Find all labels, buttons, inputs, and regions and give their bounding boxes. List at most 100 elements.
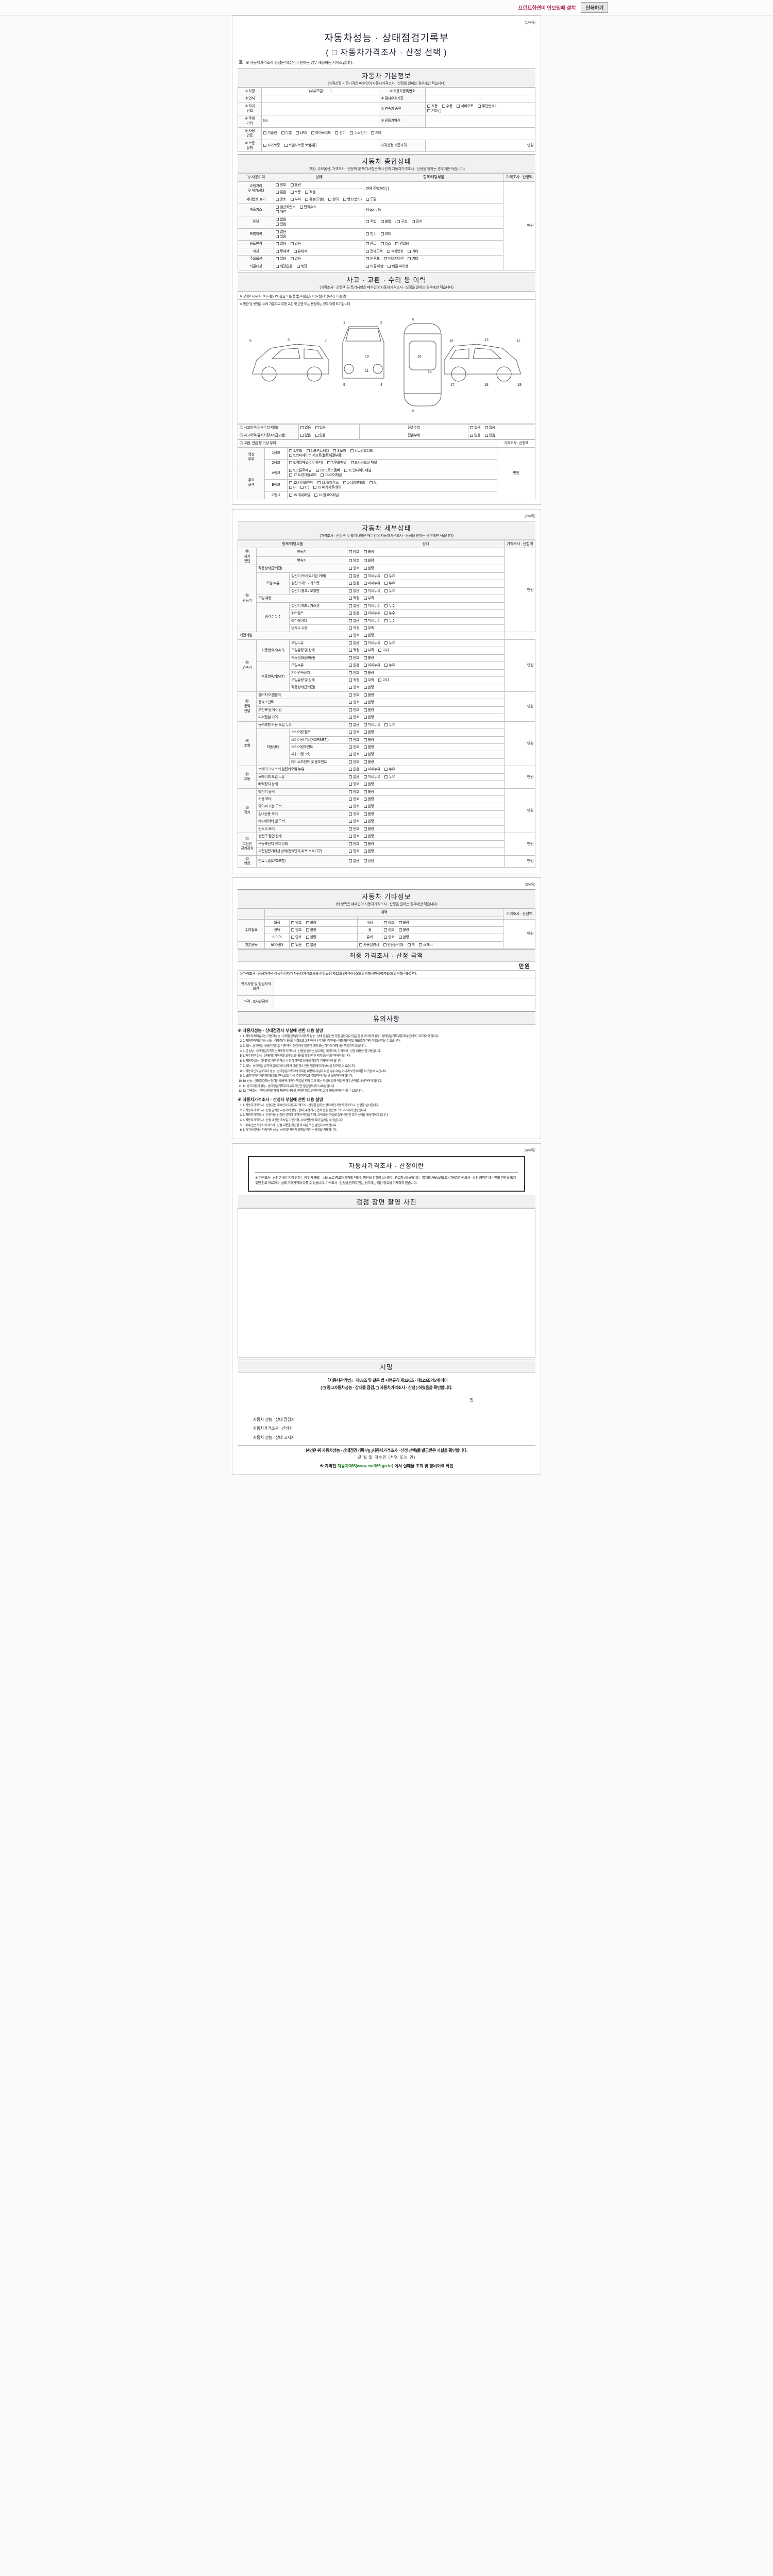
- checkbox-bb-good[interactable]: 양호: [349, 782, 360, 787]
- checkbox-triangle[interactable]: 안전삼각대: [383, 943, 403, 947]
- checkbox-diff-bad[interactable]: 불량: [363, 715, 374, 720]
- state-mt-oil-qty[interactable]: 적정 부족 과다: [347, 676, 505, 685]
- row-item-special[interactable]: 침수 화재: [364, 228, 503, 241]
- checkbox-mt4-good[interactable]: 양호: [349, 685, 360, 690]
- checkbox-cl1-minor[interactable]: 미세누수: [363, 604, 380, 608]
- checkbox-ch-none[interactable]: 없음: [349, 581, 360, 586]
- state-glass[interactable]: 양호 불량: [382, 934, 503, 942]
- checkbox-vin-different[interactable]: 상이: [328, 197, 339, 202]
- cell-value-engine[interactable]: [425, 114, 535, 128]
- checkbox-bm-leak[interactable]: 누유: [384, 767, 395, 772]
- checkbox-fuel-gasoline[interactable]: 가솔린: [263, 131, 277, 135]
- row-state-emission[interactable]: 일산화탄소 탄화수소 매연: [274, 203, 364, 216]
- checkbox-pos-yes[interactable]: 있음: [291, 943, 301, 947]
- photo-placeholder-area[interactable]: [238, 1208, 535, 1358]
- checkbox-pol-bad[interactable]: 불량: [306, 928, 316, 933]
- checkbox-fuel-hybrid[interactable]: 하이브리드: [311, 131, 331, 135]
- checkbox-cl1-none[interactable]: 없음: [349, 604, 360, 608]
- checkbox-dash-panel[interactable]: 15.대쉬패널: [289, 493, 310, 498]
- checkbox-at3-good[interactable]: 양호: [349, 656, 360, 660]
- checkbox-at2-over[interactable]: 과다: [378, 648, 389, 653]
- row-item-emission[interactable]: % ppm. %: [364, 203, 503, 216]
- checkbox-rad-none[interactable]: 없음: [349, 619, 360, 623]
- checkbox-cp-bad[interactable]: 불량: [363, 834, 374, 839]
- checkbox-bi-good[interactable]: 양호: [349, 842, 360, 846]
- checkbox-door[interactable]: 3.도어: [333, 449, 346, 453]
- state-ps-leak[interactable]: 없음 미세누유 누유: [347, 721, 505, 730]
- state-propeller-shaft[interactable]: 양호 불량: [347, 706, 505, 715]
- checkbox-clutch-good[interactable]: 양호: [349, 693, 360, 698]
- checkbox-bo-minor[interactable]: 미세누유: [363, 775, 380, 779]
- state-coolant-qty[interactable]: 적정 부족: [347, 624, 505, 633]
- checkbox-bo-none[interactable]: 없음: [349, 775, 360, 779]
- checkbox-tr-bad[interactable]: 불량: [363, 760, 374, 765]
- checkbox-oq-low[interactable]: 부족: [363, 596, 374, 601]
- checkbox-diag-engine-bad[interactable]: 불량: [363, 550, 374, 554]
- checkbox-rf-good[interactable]: 양호: [349, 819, 360, 824]
- checkbox-ch-minor[interactable]: 미세누유: [363, 581, 380, 586]
- checkbox-smoke[interactable]: 매연: [276, 210, 286, 214]
- checkbox-special-none[interactable]: 없음: [276, 230, 286, 234]
- checkbox-at1-leak[interactable]: 누유: [384, 641, 395, 646]
- checkbox-cr-good[interactable]: 양호: [349, 633, 360, 638]
- state-cv-joint[interactable]: 양호 불량: [347, 699, 505, 707]
- checkbox-pc-bad[interactable]: 불량: [363, 752, 374, 757]
- checkbox-wp-none[interactable]: 없음: [349, 611, 360, 616]
- state-at-idle[interactable]: 양호 불량: [347, 654, 505, 663]
- print-button[interactable]: 인쇄하기: [581, 2, 608, 13]
- row-state-mileage-2[interactable]: 많음 보통 적음: [274, 188, 364, 197]
- checkbox-ti-bad[interactable]: 불량: [306, 935, 316, 940]
- row-state-loss-part[interactable]: 없음 있음: [468, 431, 535, 440]
- checkbox-hood[interactable]: 1.후드: [289, 449, 303, 453]
- checkbox-few[interactable]: 적음: [305, 190, 316, 195]
- checkbox-ext-good[interactable]: 양호: [291, 921, 301, 925]
- checkbox-side-member[interactable]: 12.사이드멤버: [289, 481, 313, 485]
- checkbox-recall-yes[interactable]: 해당: [296, 264, 307, 269]
- checkbox-recall-na[interactable]: 해당없음: [276, 264, 293, 269]
- row-item-color[interactable]: 전체도색 색상번호 기타: [364, 247, 503, 256]
- cell-value-warranty[interactable]: 자가보증 보험사보증 보험사[ ]: [261, 139, 380, 152]
- state-power-crank[interactable]: 양호 불량: [347, 751, 505, 759]
- checkbox-gear-other[interactable]: 기타 ( ): [427, 109, 441, 113]
- checkbox-wm-bad[interactable]: 불량: [363, 804, 374, 809]
- checkbox-mt1-none[interactable]: 없음: [349, 663, 360, 668]
- checkbox-rad-minor[interactable]: 미세누수: [363, 619, 380, 623]
- checkbox-alt-good[interactable]: 양호: [349, 790, 360, 794]
- checkbox-commercial[interactable]: 영업용: [395, 242, 409, 246]
- checkbox-sj-bad[interactable]: 불량: [363, 745, 374, 750]
- state-idle[interactable]: 양호 불량: [347, 565, 505, 573]
- checkbox-roof-panel[interactable]: 7.루프패널: [327, 461, 346, 465]
- row-state-tuning[interactable]: 없음 있음: [274, 215, 364, 229]
- checkbox-ext-bad[interactable]: 불량: [306, 921, 316, 925]
- state-polish[interactable]: 양호 불량: [289, 926, 358, 935]
- state-interior[interactable]: 양호 불량: [382, 919, 503, 927]
- checkbox-wp-leak[interactable]: 누수: [384, 611, 395, 616]
- row-item-usechange[interactable]: 렌트 리스 영업용: [364, 240, 503, 248]
- checkbox-mt1-minor[interactable]: 미세누유: [363, 663, 380, 668]
- other-price-value[interactable]: 만원: [503, 919, 535, 950]
- checkbox-tuning-illegal[interactable]: 불법: [380, 219, 391, 224]
- checkbox-st-good[interactable]: 양호: [349, 797, 360, 802]
- cell-value-mileage[interactable]: km: [261, 114, 380, 128]
- state-rocker-cover[interactable]: 없음 미세누유 누유: [347, 572, 505, 581]
- checkbox-tuning-none[interactable]: 없음: [276, 217, 286, 222]
- checkbox-floor-panel[interactable]: 16.플로어패널: [314, 493, 339, 498]
- checkbox-inside-panel[interactable]: 11.인사이드패널: [344, 468, 372, 473]
- checkbox-front-panel[interactable]: 9.프론트패널: [289, 468, 312, 473]
- checkbox-mt2-good[interactable]: 양호: [349, 671, 360, 675]
- state-steering-joint[interactable]: 양호 불량: [347, 743, 505, 752]
- checkbox-win-bad[interactable]: 불량: [363, 827, 374, 832]
- checkbox-vin-altered[interactable]: 변조(변타): [343, 197, 362, 202]
- checkbox-ps-good[interactable]: 양호: [349, 708, 360, 713]
- final-price-amount[interactable]: 만원: [518, 963, 530, 970]
- checkbox-sp-good[interactable]: 양호: [349, 730, 360, 735]
- checkbox-at2-ok[interactable]: 적정: [349, 648, 360, 653]
- state-brake-master[interactable]: 없음 미세누유 누유: [347, 766, 505, 774]
- row-state-accident[interactable]: 없음 있음: [298, 424, 360, 432]
- state-basic-items[interactable]: 사용설명서 안전삼각대 잭 스패너: [357, 941, 503, 950]
- checkbox-hw-good[interactable]: 양호: [349, 849, 360, 854]
- row-state-options[interactable]: 있음 없음: [274, 255, 364, 263]
- checkbox-pol-good[interactable]: 양호: [291, 928, 301, 933]
- checkbox-st-bad[interactable]: 불량: [363, 797, 374, 802]
- cell-value-price-base[interactable]: 만원: [425, 139, 535, 152]
